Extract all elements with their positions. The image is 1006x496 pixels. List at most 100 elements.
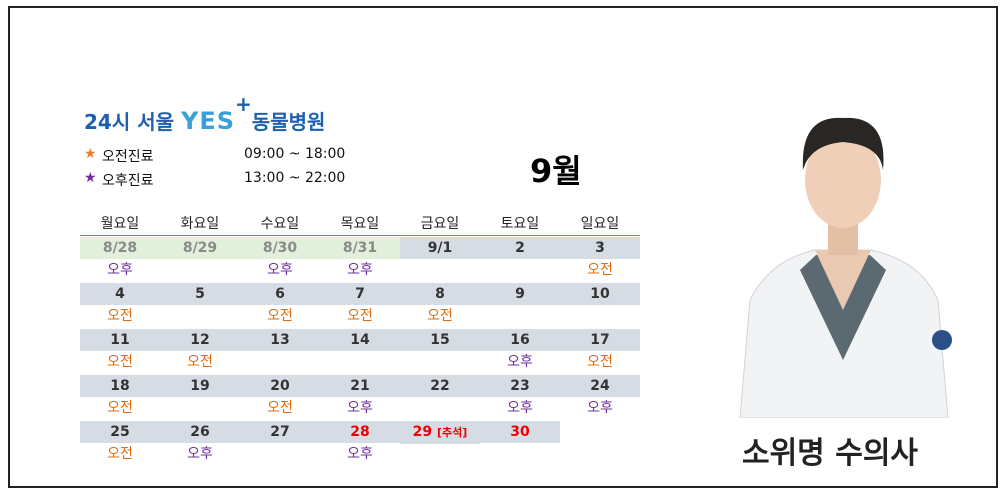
weekday: 화요일 — [180, 216, 220, 232]
shift: 오전 — [107, 354, 133, 370]
doctor-photo — [730, 110, 956, 418]
date-cell: 8/31 — [320, 237, 400, 259]
date-cell: 25 — [80, 421, 160, 443]
date: 9/1 — [427, 240, 453, 256]
shift: 오후 — [507, 354, 533, 370]
date-cell: 20 — [240, 375, 320, 397]
shift: 오후 — [107, 262, 133, 278]
date: 7 — [355, 286, 365, 302]
date-cell: 8 — [400, 283, 480, 305]
date: 18 — [110, 378, 130, 394]
weekday: 금요일 — [420, 216, 460, 232]
date-cell: 9 — [480, 283, 560, 305]
date: 13 — [270, 332, 290, 348]
date: 4 — [115, 286, 125, 302]
date-cell: 12 — [160, 329, 240, 351]
date: 19 — [190, 378, 210, 394]
date-cell: 14 — [320, 329, 400, 351]
date: 8/31 — [342, 240, 378, 256]
weekday: 월요일 — [100, 216, 140, 232]
date-cell: 8/30 — [240, 237, 320, 259]
date-cell: 22 — [400, 375, 480, 397]
date-cell: 29 [추석] — [400, 421, 480, 444]
shift: 오전 — [587, 262, 613, 278]
date: 17 — [590, 332, 610, 348]
shift: 오후 — [347, 400, 373, 416]
shift: 오전 — [107, 308, 133, 324]
date-cell: 8/29 — [160, 237, 240, 259]
date: 29 — [412, 424, 433, 440]
date-cell: 13 — [240, 329, 320, 351]
legend-marker: ★ — [84, 170, 97, 186]
date: 3 — [595, 240, 605, 256]
date-cell: 18 — [80, 375, 160, 397]
legend-hours: 13:00 ~ 22:00 — [244, 170, 346, 186]
shift: 오후 — [187, 446, 213, 462]
date-cell: 7 — [320, 283, 400, 305]
logo-prefix: 24시 서울 — [84, 110, 174, 134]
logo-suffix: 동물병원 — [251, 110, 326, 134]
legend-hours: 09:00 ~ 18:00 — [244, 146, 346, 162]
date-cell: 24 — [560, 375, 640, 397]
shift: 오후 — [587, 400, 613, 416]
weekday: 토요일 — [500, 216, 540, 232]
date: 8/30 — [262, 240, 298, 256]
month: 9월 — [530, 152, 582, 190]
date: 5 — [195, 286, 205, 302]
date: 27 — [270, 424, 290, 440]
weekday: 일요일 — [580, 216, 620, 232]
date: 22 — [430, 378, 450, 394]
date-note: [추석] — [437, 426, 468, 439]
date-cell: 6 — [240, 283, 320, 305]
doctor-name: 소위명 수의사 — [741, 436, 919, 471]
date-cell: 9/1 — [400, 237, 480, 259]
date-cell: 4 — [80, 283, 160, 305]
legend-label: 오후진료 — [102, 173, 154, 189]
weekday: 목요일 — [340, 216, 380, 232]
date-cell: 8/28 — [80, 237, 160, 259]
shift: 오후 — [507, 400, 533, 416]
date-cell: 28 — [320, 421, 400, 443]
date: 11 — [110, 332, 130, 348]
date: 15 — [430, 332, 450, 348]
date-cell: 11 — [80, 329, 160, 351]
date-cell: 2 — [480, 237, 560, 259]
date-cell: 23 — [480, 375, 560, 397]
date: 9 — [515, 286, 525, 302]
logo-brand: YES — [180, 107, 236, 135]
date: 8 — [435, 286, 445, 302]
shift: 오전 — [427, 308, 453, 324]
shift: 오후 — [347, 262, 373, 278]
date: 21 — [350, 378, 370, 394]
date-cell: 30 — [480, 421, 560, 443]
date-cell: 16 — [480, 329, 560, 351]
date-cell: 15 — [400, 329, 480, 351]
logo-plus: + — [235, 92, 252, 116]
date: 8/29 — [182, 240, 218, 256]
legend-label: 오전진료 — [102, 149, 154, 165]
date-cell: 3 — [560, 237, 640, 259]
date: 28 — [350, 424, 370, 440]
date: 16 — [510, 332, 530, 348]
date-cell: 21 — [320, 375, 400, 397]
date: 25 — [110, 424, 130, 440]
date-cell: 10 — [560, 283, 640, 305]
logo: 24시 서울 YES+동물병원 — [84, 92, 325, 135]
date-cell: 19 — [160, 375, 240, 397]
date-cell: 27 — [240, 421, 320, 443]
shift: 오전 — [587, 354, 613, 370]
date: 24 — [590, 378, 610, 394]
legend-marker: ★ — [84, 146, 97, 162]
date: 30 — [510, 424, 530, 440]
date: 2 — [515, 240, 525, 256]
date: 12 — [190, 332, 210, 348]
shift: 오전 — [107, 400, 133, 416]
weekday: 수요일 — [260, 216, 300, 232]
shift: 오전 — [267, 400, 293, 416]
date: 23 — [510, 378, 530, 394]
date: 14 — [350, 332, 370, 348]
shift: 오전 — [187, 354, 213, 370]
date-cell: 17 — [560, 329, 640, 351]
date: 10 — [590, 286, 610, 302]
